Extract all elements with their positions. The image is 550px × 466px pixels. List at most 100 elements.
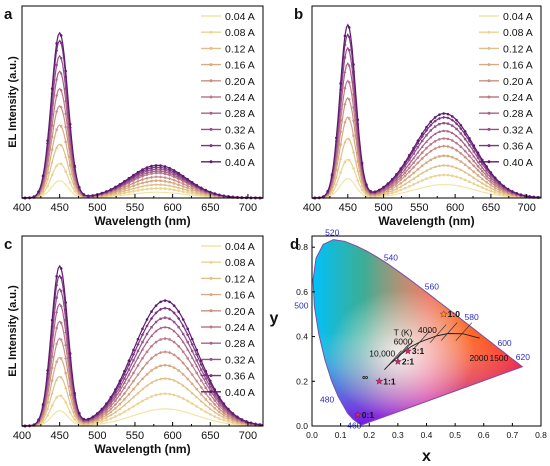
data-point [208, 190, 212, 194]
data-point [181, 190, 185, 193]
data-point [64, 140, 67, 144]
data-point [122, 185, 127, 189]
data-point [73, 189, 77, 193]
data-point [190, 402, 194, 405]
data-point [159, 338, 162, 341]
data-point [218, 399, 221, 403]
data-point [154, 168, 158, 171]
data-point [442, 154, 445, 157]
x-tick-label: 550 [126, 202, 144, 214]
data-point [373, 190, 377, 193]
data-point [150, 395, 153, 398]
data-point [403, 186, 407, 190]
data-point [438, 138, 441, 141]
data-point [352, 63, 355, 66]
data-point [86, 417, 90, 421]
data-point [446, 129, 450, 133]
data-point [172, 173, 176, 177]
panel-a: a 400 450 500 550 600 650 700 Wavelength (nm) EL … [4, 5, 264, 228]
data-point [485, 181, 488, 184]
data-point [181, 318, 185, 321]
data-point [141, 387, 144, 391]
data-point [177, 171, 180, 175]
legend-marker [209, 293, 213, 297]
data-point [459, 151, 463, 155]
planckian-locus [384, 332, 480, 371]
data-point [105, 405, 108, 408]
data-point [114, 388, 117, 391]
data-point [386, 190, 390, 194]
data-point [68, 410, 72, 414]
data-point [59, 56, 63, 60]
data-point [395, 184, 398, 188]
data-point [190, 364, 194, 367]
data-point [141, 327, 144, 331]
data-point [100, 407, 104, 411]
data-point [412, 146, 415, 150]
data-point [412, 165, 416, 169]
data-point [217, 407, 221, 411]
data-point [123, 377, 126, 380]
x-tick-label: 650 [482, 202, 500, 214]
legend-label: 0.36 A [225, 141, 255, 153]
data-point [150, 179, 153, 183]
series-line-004A [312, 178, 541, 199]
data-point [420, 171, 424, 175]
data-point [335, 168, 338, 172]
data-point [335, 183, 338, 186]
data-point [140, 178, 145, 182]
data-point [347, 158, 351, 162]
legend-label: 0.28 A [225, 338, 255, 350]
data-point [186, 333, 190, 337]
data-point [32, 423, 36, 426]
x-tick-label: 700 [239, 202, 257, 214]
data-point [150, 344, 153, 348]
data-point [46, 171, 49, 174]
legend-label: 0.20 A [503, 76, 533, 88]
data-point [459, 145, 463, 149]
data-point [421, 139, 424, 143]
data-point [498, 192, 501, 196]
data-point [437, 116, 441, 121]
data-point [459, 138, 463, 142]
x-axis-label: Wavelength (nm) [94, 214, 190, 228]
data-point [351, 119, 356, 123]
data-point [159, 171, 162, 175]
legend-marker [209, 30, 213, 34]
data-point [468, 137, 471, 140]
data-point [177, 395, 180, 398]
data-point [429, 123, 433, 127]
data-point [68, 172, 72, 176]
data-point [433, 116, 437, 119]
data-point [425, 169, 428, 172]
data-point [343, 86, 347, 90]
cie-point-1-0 [439, 310, 448, 318]
data-point [141, 340, 144, 344]
data-point [339, 143, 342, 146]
data-point [145, 340, 149, 344]
data-point [195, 348, 199, 352]
data-point [105, 418, 108, 422]
data-point [64, 343, 67, 347]
data-point [481, 158, 484, 162]
data-point [154, 340, 158, 344]
legend-marker [487, 160, 491, 164]
data-point [485, 171, 489, 175]
data-point [168, 377, 172, 381]
data-point [132, 371, 135, 375]
data-point [476, 178, 480, 182]
data-point [408, 166, 411, 170]
legend-label: 0.40 A [225, 387, 255, 399]
data-point [412, 152, 415, 155]
data-point [136, 170, 140, 174]
data-point [122, 189, 126, 193]
data-point [145, 318, 149, 321]
data-point [154, 164, 158, 167]
data-point [190, 192, 194, 195]
data-point [145, 384, 149, 387]
data-point [455, 157, 458, 161]
data-point [356, 169, 360, 173]
data-point [168, 170, 171, 173]
data-point [172, 353, 176, 357]
legend-label: 0.28 A [225, 108, 255, 120]
